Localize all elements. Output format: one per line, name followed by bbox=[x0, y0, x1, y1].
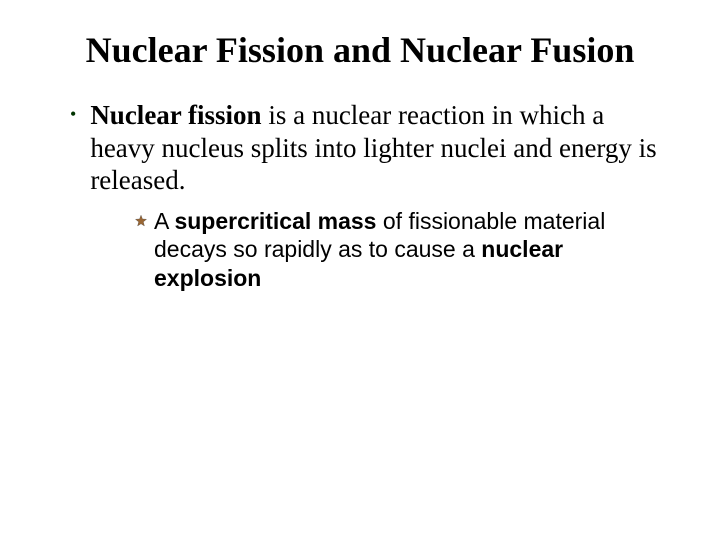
main-bullet-text: Nuclear fission is a nuclear reaction in… bbox=[90, 99, 670, 196]
slide-title: Nuclear Fission and Nuclear Fusion bbox=[50, 30, 670, 71]
main-bullet: • Nuclear fission is a nuclear reaction … bbox=[70, 99, 670, 196]
star-bullet-icon bbox=[134, 214, 148, 228]
sub-bullet-text: A supercritical mass of fissionable mate… bbox=[154, 207, 670, 293]
sub-bullet: A supercritical mass of fissionable mate… bbox=[134, 207, 670, 293]
sub-part1: A bbox=[154, 208, 174, 234]
sub-bold1: supercritical mass bbox=[174, 208, 376, 234]
bullet-dot-icon: • bbox=[70, 105, 76, 123]
main-bullet-bold: Nuclear fission bbox=[90, 100, 261, 130]
